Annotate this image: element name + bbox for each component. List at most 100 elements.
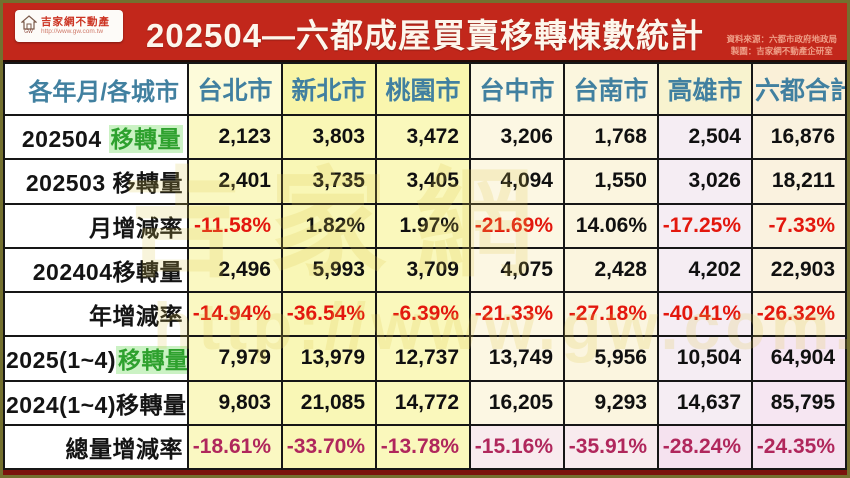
table-cell: 13,979 bbox=[281, 335, 377, 382]
logo: GW 吉家網不動產 http://www.gw.com.tw bbox=[15, 10, 123, 42]
table-cell: 9,293 bbox=[563, 379, 659, 426]
table-row: 202504 移轉量 2,123 3,803 3,472 3,206 1,768 2,504… bbox=[3, 113, 847, 161]
table-cell: -40.41% bbox=[657, 290, 753, 338]
table-cell: -27.18% bbox=[563, 290, 659, 338]
row-label-highlight: 移轉量 bbox=[116, 346, 186, 375]
stats-table-container: 各年月/各城市 台北市 新北市 桃園市 台中市 台南市 高雄市 六都合計 202504 移轉量 2… bbox=[3, 60, 847, 475]
logo-icon-caption: GW bbox=[24, 29, 33, 35]
table-cell: 3,472 bbox=[375, 113, 471, 161]
table-cell: -7.33% bbox=[751, 202, 847, 249]
stats-table: 各年月/各城市 台北市 新北市 桃園市 台中市 台南市 高雄市 六都合計 202504 移轉量 2… bbox=[3, 62, 847, 471]
row-label-text: 2025(1~4) bbox=[6, 347, 116, 374]
table-cell: -11.58% bbox=[187, 202, 283, 249]
table-cell: 1,550 bbox=[563, 158, 659, 205]
source-line-2: 製圖：吉家網不動產企研室 bbox=[730, 45, 833, 56]
table-cell: 16,876 bbox=[751, 113, 847, 161]
source-attribution: 資料來源：六都市政府地政局 製圖：吉家網不動產企研室 bbox=[726, 34, 837, 58]
table-cell: 2,123 bbox=[187, 113, 283, 161]
table-row: 2024(1~4)移轉量 9,803 21,085 14,772 16,205 9,293… bbox=[3, 379, 847, 426]
table-cell: 4,094 bbox=[469, 158, 565, 205]
table-cell: 1.97% bbox=[375, 202, 471, 249]
table-row: 年增減率 -14.94% -36.54% -6.39% -21.33% -27.18% -4… bbox=[3, 290, 847, 338]
header-bar: GW 吉家網不動產 http://www.gw.com.tw 202504—六都… bbox=[3, 3, 847, 60]
column-header-cell: 台北市 bbox=[187, 62, 283, 116]
page-title: 202504—六都成屋買賣移轉棟數統計 bbox=[145, 17, 705, 54]
table-cell: -17.25% bbox=[657, 202, 753, 249]
row-label-text: 202504 bbox=[21, 126, 109, 153]
table-cell: 2,428 bbox=[563, 246, 659, 294]
table-cell: -21.33% bbox=[469, 290, 565, 338]
table-cell: -21.69% bbox=[469, 202, 565, 249]
table-cell: 14,637 bbox=[657, 379, 753, 426]
table-cell: 9,803 bbox=[187, 379, 283, 426]
table-cell: 14,772 bbox=[375, 379, 471, 426]
table-row: 總量增減率 -18.61% -33.70% -13.78% -15.16% -35.91%… bbox=[3, 423, 847, 471]
row-label-text: 202503 移轉量 bbox=[25, 170, 183, 197]
row-label: 202404移轉量 bbox=[3, 246, 189, 294]
row-label: 2025(1~4)移轉量 bbox=[3, 335, 189, 382]
column-header-cell: 新北市 bbox=[281, 62, 377, 116]
table-cell: 14.06% bbox=[563, 202, 659, 249]
row-label: 年增減率 bbox=[3, 290, 189, 338]
row-label-text: 2024(1~4)移轉量 bbox=[6, 391, 187, 418]
source-line-1: 資料來源：六都市政府地政局 bbox=[726, 34, 837, 44]
table-row: 2025(1~4)移轉量 7,979 13,979 12,737 13,749 5,956… bbox=[3, 335, 847, 382]
column-header-cell: 桃園市 bbox=[375, 62, 471, 116]
table-cell: 1,768 bbox=[563, 113, 659, 161]
row-label-text: 202404移轉量 bbox=[32, 258, 183, 285]
table-cell: 3,206 bbox=[469, 113, 565, 161]
table-cell: -28.24% bbox=[657, 423, 753, 471]
row-label-text: 年增減率 bbox=[89, 303, 183, 330]
table-cell: 13,749 bbox=[469, 335, 565, 382]
row-label-text: 總量增減率 bbox=[65, 435, 183, 462]
table-cell: 21,085 bbox=[281, 379, 377, 426]
row-label-text: 月增減率 bbox=[89, 214, 183, 241]
table-cell: 12,737 bbox=[375, 335, 471, 382]
table-row: 202404移轉量 2,496 5,993 3,709 4,075 2,428 4,202 2… bbox=[3, 246, 847, 294]
table-cell: 64,904 bbox=[751, 335, 847, 382]
table-cell: -6.39% bbox=[375, 290, 471, 338]
row-label: 202503 移轉量 bbox=[3, 158, 189, 205]
table-cell: -15.16% bbox=[469, 423, 565, 471]
table-cell: 5,993 bbox=[281, 246, 377, 294]
table-cell: 16,205 bbox=[469, 379, 565, 426]
table-cell: 2,504 bbox=[657, 113, 753, 161]
table-cell: 5,956 bbox=[563, 335, 659, 382]
table-cell: 2,401 bbox=[187, 158, 283, 205]
table-cell: -36.54% bbox=[281, 290, 377, 338]
table-cell: -18.61% bbox=[187, 423, 283, 471]
house-icon: GW bbox=[20, 15, 37, 37]
table-cell: 3,026 bbox=[657, 158, 753, 205]
column-header-cell: 六都合計 bbox=[751, 62, 847, 116]
table-cell: 85,795 bbox=[751, 379, 847, 426]
row-label: 月增減率 bbox=[3, 202, 189, 249]
row-label: 2024(1~4)移轉量 bbox=[3, 379, 189, 426]
table-cell: 3,735 bbox=[281, 158, 377, 205]
table-row: 月增減率 -11.58% 1.82% 1.97% -21.69% 14.06% -17.25… bbox=[3, 202, 847, 249]
table-cell: 10,504 bbox=[657, 335, 753, 382]
table-cell: 2,496 bbox=[187, 246, 283, 294]
row-label: 總量增減率 bbox=[3, 423, 189, 471]
table-cell: 3,405 bbox=[375, 158, 471, 205]
row-label-highlight: 移轉量 bbox=[108, 125, 183, 154]
table-cell: 1.82% bbox=[281, 202, 377, 249]
table-row: 202503 移轉量 2,401 3,735 3,405 4,094 1,550 3,026… bbox=[3, 158, 847, 205]
table-cell: 18,211 bbox=[751, 158, 847, 205]
logo-url-text: http://www.gw.com.tw bbox=[41, 28, 104, 36]
column-header-cell: 高雄市 bbox=[657, 62, 753, 116]
table-cell: -26.32% bbox=[751, 290, 847, 338]
column-header-row: 各年月/各城市 台北市 新北市 桃園市 台中市 台南市 高雄市 六都合計 bbox=[3, 62, 847, 116]
table-cell: -13.78% bbox=[375, 423, 471, 471]
table-cell: 3,709 bbox=[375, 246, 471, 294]
table-cell: 4,202 bbox=[657, 246, 753, 294]
corner-header-cell: 各年月/各城市 bbox=[3, 62, 189, 116]
table-cell: -14.94% bbox=[187, 290, 283, 338]
column-header-cell: 台中市 bbox=[469, 62, 565, 116]
logo-brand-text: 吉家網不動產 bbox=[41, 16, 110, 29]
table-cell: -35.91% bbox=[563, 423, 659, 471]
column-header-cell: 台南市 bbox=[563, 62, 659, 116]
table-cell: 3,803 bbox=[281, 113, 377, 161]
row-label: 202504 移轉量 bbox=[3, 113, 189, 161]
table-cell: 7,979 bbox=[187, 335, 283, 382]
